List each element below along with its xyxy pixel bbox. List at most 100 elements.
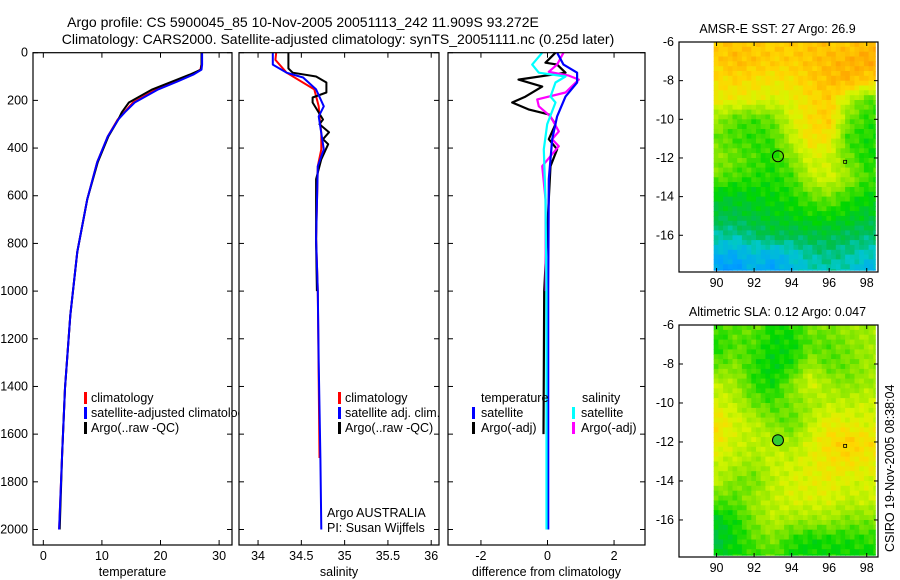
heatmap-cell bbox=[873, 104, 876, 111]
heatmap-cell bbox=[873, 524, 876, 531]
heatmap-cell bbox=[784, 539, 790, 545]
heatmap-cell bbox=[718, 456, 724, 463]
heatmap-cell bbox=[845, 417, 851, 424]
heatmap-cell bbox=[831, 481, 837, 487]
x-axis-label: salinity bbox=[320, 565, 359, 579]
heatmap-cell bbox=[812, 529, 818, 536]
heatmap-cell bbox=[831, 417, 837, 424]
heatmap-cell bbox=[784, 46, 790, 53]
heatmap-cell bbox=[868, 359, 874, 365]
heatmap-cell bbox=[723, 153, 729, 159]
heatmap-cell bbox=[713, 177, 719, 183]
heatmap-cell bbox=[868, 456, 874, 463]
heatmap-cell bbox=[868, 211, 874, 217]
heatmap-cell bbox=[756, 196, 762, 202]
heatmap-cell bbox=[713, 206, 719, 212]
heatmap-cell bbox=[765, 364, 771, 370]
heatmap-cell bbox=[779, 349, 785, 355]
heatmap-cell bbox=[859, 259, 865, 265]
heatmap-cell bbox=[835, 153, 842, 159]
heatmap-cell bbox=[798, 104, 804, 111]
heatmap-cell bbox=[793, 456, 799, 463]
heatmap-cell bbox=[835, 201, 842, 207]
heatmap-cell bbox=[727, 66, 734, 72]
heatmap-cell bbox=[868, 244, 874, 251]
heatmap-cell bbox=[854, 114, 860, 120]
heatmap-cell bbox=[826, 339, 832, 346]
heatmap-cell bbox=[845, 359, 851, 365]
heatmap-cell bbox=[793, 51, 799, 58]
heatmap-cell bbox=[760, 456, 766, 463]
heatmap-cell bbox=[770, 240, 776, 246]
heatmap-cell bbox=[859, 56, 865, 62]
heatmap-cell bbox=[849, 148, 856, 154]
heatmap-cell bbox=[868, 85, 874, 91]
heatmap-cell bbox=[723, 476, 729, 482]
heatmap-cell bbox=[784, 364, 790, 370]
heatmap-cell bbox=[718, 220, 724, 227]
heatmap-cell bbox=[868, 46, 874, 53]
heatmap-cell bbox=[873, 427, 876, 433]
heatmap-cell bbox=[779, 109, 785, 115]
heatmap-cell bbox=[802, 220, 809, 227]
heatmap-cell bbox=[779, 100, 785, 106]
heatmap-cell bbox=[732, 544, 738, 550]
heatmap-cell bbox=[788, 109, 795, 115]
heatmap-cell bbox=[840, 393, 846, 399]
heatmap-cell bbox=[802, 240, 809, 246]
heatmap-cell bbox=[821, 349, 827, 355]
heatmap-cell bbox=[788, 167, 795, 173]
heatmap-cell bbox=[779, 403, 785, 409]
heatmap-cell bbox=[859, 524, 865, 531]
x-tick-label: 96 bbox=[822, 276, 836, 290]
heatmap-cell bbox=[831, 466, 837, 472]
heatmap-cell bbox=[718, 187, 724, 193]
heatmap-cell bbox=[732, 476, 738, 482]
heatmap-cell bbox=[718, 549, 724, 555]
heatmap-cell bbox=[854, 240, 860, 246]
heatmap-cell bbox=[849, 515, 856, 521]
heatmap-cell bbox=[774, 211, 780, 217]
heatmap-cell bbox=[746, 329, 752, 336]
heatmap-cell bbox=[831, 85, 837, 91]
heatmap-cell bbox=[756, 244, 762, 251]
heatmap-cell bbox=[779, 456, 785, 463]
heatmap-cell bbox=[849, 104, 856, 111]
heatmap-cell bbox=[737, 153, 743, 159]
heatmap-cell bbox=[774, 329, 780, 336]
map-title: Altimetric SLA: 0.12 Argo: 0.047 bbox=[689, 305, 866, 319]
heatmap-cell bbox=[817, 485, 823, 492]
heatmap-cell bbox=[807, 442, 813, 448]
heatmap-cell bbox=[718, 240, 724, 246]
heatmap-cell bbox=[812, 148, 818, 154]
heatmap-cell bbox=[765, 225, 771, 231]
heatmap-cell bbox=[770, 215, 776, 222]
heatmap-cell bbox=[859, 100, 865, 106]
heatmap-cell bbox=[751, 466, 757, 472]
heatmap-cell bbox=[741, 344, 748, 350]
heatmap-cell bbox=[812, 85, 818, 91]
heatmap-cell bbox=[835, 187, 842, 193]
heatmap-cell bbox=[746, 437, 752, 443]
heatmap-cell bbox=[788, 100, 795, 106]
heatmap-cell bbox=[765, 80, 771, 87]
heatmap-cell bbox=[727, 215, 734, 222]
heatmap-cell bbox=[760, 329, 766, 336]
heatmap-cell bbox=[765, 109, 771, 115]
heatmap-cell bbox=[788, 153, 795, 159]
heatmap-cell bbox=[756, 500, 762, 506]
heatmap-cell bbox=[741, 437, 748, 443]
heatmap-cell bbox=[807, 75, 813, 82]
heatmap-cell bbox=[788, 490, 795, 497]
heatmap-cell bbox=[779, 80, 785, 87]
heatmap-cell bbox=[849, 339, 856, 346]
heatmap-cell bbox=[727, 325, 734, 331]
heatmap-cell bbox=[751, 114, 757, 120]
heatmap-cell bbox=[817, 211, 823, 217]
heatmap-cell bbox=[779, 446, 785, 453]
heatmap-cell bbox=[863, 456, 870, 463]
heatmap-cell bbox=[812, 264, 818, 270]
heatmap-cell bbox=[770, 339, 776, 346]
heatmap-cell bbox=[798, 249, 804, 256]
heatmap-cell bbox=[760, 539, 766, 545]
